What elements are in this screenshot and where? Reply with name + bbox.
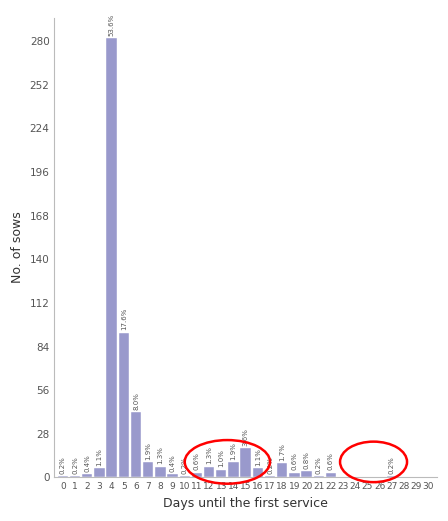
Bar bbox=[119, 332, 129, 477]
Text: 0.4%: 0.4% bbox=[169, 454, 176, 472]
Bar bbox=[228, 462, 239, 477]
Text: 0.2%: 0.2% bbox=[389, 456, 395, 474]
Bar bbox=[253, 468, 263, 477]
Text: 3.6%: 3.6% bbox=[243, 428, 249, 445]
Text: 1.0%: 1.0% bbox=[218, 450, 224, 467]
Bar bbox=[82, 474, 92, 477]
Text: 0.2%: 0.2% bbox=[182, 456, 188, 474]
Text: 0.2%: 0.2% bbox=[72, 456, 78, 474]
Bar bbox=[143, 462, 153, 477]
Text: 0.2%: 0.2% bbox=[60, 456, 66, 474]
Bar bbox=[314, 476, 324, 477]
Text: 1.3%: 1.3% bbox=[206, 446, 212, 464]
Text: 1.9%: 1.9% bbox=[230, 442, 237, 460]
Bar bbox=[289, 473, 300, 477]
Text: 1.7%: 1.7% bbox=[279, 443, 285, 461]
Bar bbox=[94, 468, 105, 477]
Text: 1.9%: 1.9% bbox=[145, 442, 151, 460]
Bar bbox=[277, 464, 287, 477]
Bar bbox=[131, 412, 141, 477]
Text: 0.2%: 0.2% bbox=[267, 456, 273, 474]
Text: 53.6%: 53.6% bbox=[109, 14, 115, 35]
Bar bbox=[155, 467, 166, 477]
Bar bbox=[107, 38, 117, 477]
Bar bbox=[180, 476, 190, 477]
Bar bbox=[70, 476, 80, 477]
Text: 0.6%: 0.6% bbox=[328, 453, 334, 470]
Text: 0.6%: 0.6% bbox=[194, 453, 200, 470]
Y-axis label: No. of sows: No. of sows bbox=[11, 212, 24, 283]
Bar bbox=[216, 469, 226, 477]
Text: 1.1%: 1.1% bbox=[255, 448, 261, 466]
Bar bbox=[58, 476, 68, 477]
X-axis label: Days until the first service: Days until the first service bbox=[163, 497, 328, 510]
Text: 17.6%: 17.6% bbox=[121, 308, 127, 330]
Bar bbox=[192, 473, 202, 477]
Text: 1.3%: 1.3% bbox=[157, 446, 164, 464]
Bar bbox=[387, 476, 397, 477]
Text: 1.1%: 1.1% bbox=[96, 448, 103, 466]
Bar bbox=[168, 474, 178, 477]
Text: 0.8%: 0.8% bbox=[304, 451, 310, 469]
Text: 0.6%: 0.6% bbox=[291, 453, 297, 470]
Text: 8.0%: 8.0% bbox=[133, 392, 139, 410]
Bar bbox=[302, 471, 312, 477]
Bar bbox=[265, 476, 275, 477]
Text: 0.2%: 0.2% bbox=[316, 456, 322, 474]
Text: 0.4%: 0.4% bbox=[84, 454, 90, 472]
Bar bbox=[326, 473, 336, 477]
Bar bbox=[204, 467, 214, 477]
Bar bbox=[241, 448, 251, 477]
